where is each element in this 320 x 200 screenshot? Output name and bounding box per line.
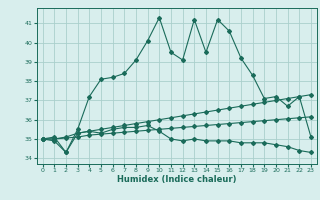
X-axis label: Humidex (Indice chaleur): Humidex (Indice chaleur) [117,175,236,184]
